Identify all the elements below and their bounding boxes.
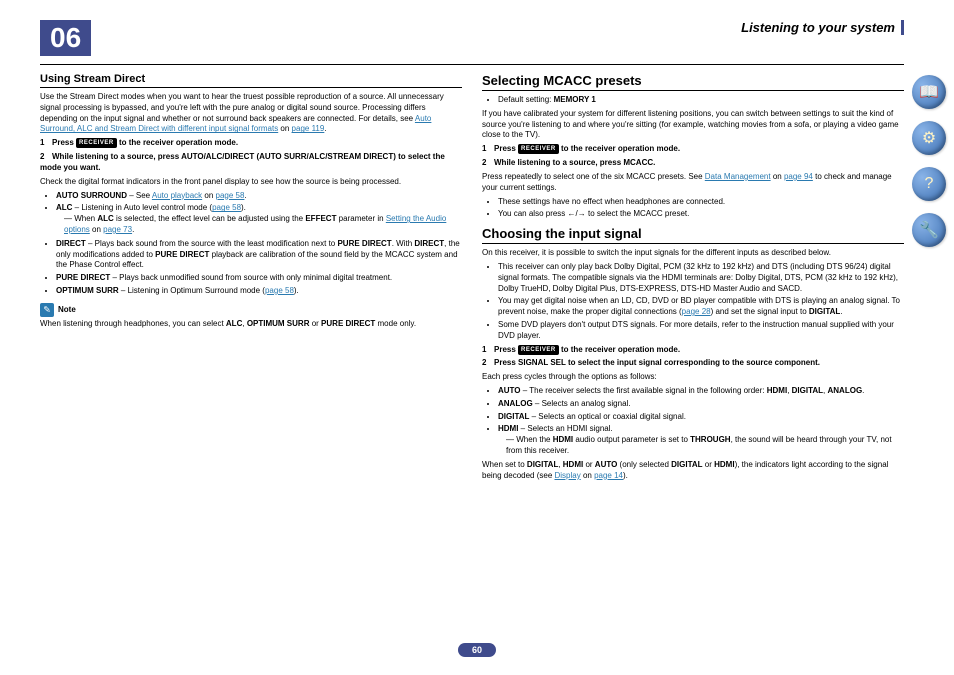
list-item: HDMI – Selects an HDMI signal. When the … [498,424,904,456]
section-heading: Using Stream Direct [40,73,462,88]
page-link[interactable]: page 58 [212,203,241,212]
note-header: Note [40,303,462,317]
section-heading: Selecting MCACC presets [482,73,904,91]
step-1: 1Press RECEIVER to the receiver operatio… [482,345,904,356]
help-icon[interactable]: ? [912,167,946,201]
intro-text: On this receiver, it is possible to swit… [482,248,904,259]
book-icon[interactable]: 📖 [912,75,946,109]
list-item: AUTO – The receiver selects the first av… [498,386,904,397]
default-list: Default setting: MEMORY 1 [498,95,904,106]
sub-item: When ALC is selected, the effect level c… [64,214,462,236]
list-item: DIRECT – Plays back sound from the sourc… [56,239,462,271]
content-columns: Using Stream Direct Use the Stream Direc… [40,67,904,484]
step-2: 2Press SIGNAL SEL to select the input si… [482,358,904,369]
intro-text: If you have calibrated your system for d… [482,109,904,141]
mode-list: AUTO SURROUND – See Auto playback on pag… [56,191,462,297]
list-item: OPTIMUM SURR – Listening in Optimum Surr… [56,286,462,297]
list-item: AUTO SURROUND – See Auto playback on pag… [56,191,462,202]
check-text: Check the digital format indicators in t… [40,177,462,188]
link[interactable]: Data Management [705,172,771,181]
page-link[interactable]: page 28 [682,307,711,316]
link[interactable]: Display [555,471,581,480]
list-item: This receiver can only play back Dolby D… [498,262,904,294]
chapter-number: 06 [40,20,91,56]
options-list: AUTO – The receiver selects the first av… [498,386,904,457]
step-1: 1Press RECEIVER to the receiver operatio… [40,138,462,149]
step-2: 2While listening to a source, press AUTO… [40,152,462,174]
divider [40,64,904,65]
step-1: 1Press RECEIVER to the receiver operatio… [482,144,904,155]
note-label: Note [58,305,76,314]
page-link[interactable]: page 94 [784,172,813,181]
note-text: When listening through headphones, you c… [40,319,462,330]
list-item: These settings have no effect when headp… [498,197,904,208]
link[interactable]: Auto playback [152,191,202,200]
list-item: Default setting: MEMORY 1 [498,95,904,106]
page-number: 60 [458,643,496,657]
list-item: Some DVD players don't output DTS signal… [498,320,904,342]
tools-icon[interactable]: 🔧 [912,213,946,247]
receiver-button: RECEIVER [76,138,117,148]
receiver-button: RECEIVER [518,345,559,355]
page-link[interactable]: page 58 [216,191,245,200]
list-item: PURE DIRECT – Plays back unmodified soun… [56,273,462,284]
list-item: You may get digital noise when an LD, CD… [498,296,904,318]
list-item: ALC – Listening in Auto level control mo… [56,203,462,235]
list-item: ANALOG – Selects an analog signal. [498,399,904,410]
notes-list: These settings have no effect when headp… [498,197,904,221]
page-link[interactable]: page 58 [265,286,294,295]
note-icon [40,303,54,317]
page-link[interactable]: page 73 [103,225,132,234]
sub-item: When the HDMI audio output parameter is … [506,435,904,457]
gear-icon[interactable]: ⚙ [912,121,946,155]
receiver-button: RECEIVER [518,144,559,154]
side-nav-icons: 📖 ⚙ ? 🔧 [912,75,946,247]
header: 06 Listening to your system [40,20,904,56]
chapter-title: Listening to your system [741,20,904,35]
left-column: Using Stream Direct Use the Stream Direc… [40,67,462,484]
step-2: 2While listening to a source, press MCAC… [482,158,904,169]
when-text: When set to DIGITAL, HDMI or AUTO (only … [482,460,904,482]
info-list: This receiver can only play back Dolby D… [498,262,904,342]
cycle-text: Each press cycles through the options as… [482,372,904,383]
section-heading: Choosing the input signal [482,226,904,244]
intro-text: Use the Stream Direct modes when you wan… [40,92,462,135]
list-item: DIGITAL – Selects an optical or coaxial … [498,412,904,423]
page-link[interactable]: page 119 [292,124,325,133]
right-column: Selecting MCACC presets Default setting:… [482,67,904,484]
repeat-text: Press repeatedly to select one of the si… [482,172,904,194]
page-link[interactable]: page 14 [594,471,623,480]
list-item: You can also press ←/→ to select the MCA… [498,209,904,220]
